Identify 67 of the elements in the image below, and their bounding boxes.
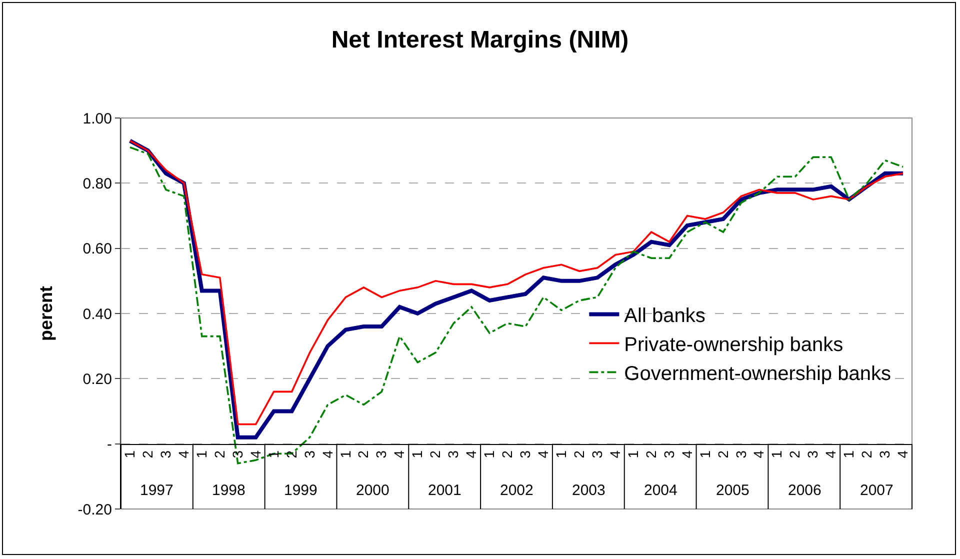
x-tick-label: 2 (140, 450, 156, 458)
x-tick-label: 4 (535, 450, 552, 458)
x-tick-label: 1 (840, 450, 857, 458)
x-tick-label: 1 (122, 450, 138, 458)
annotation: 2000 (356, 482, 390, 499)
x-tick-label: 4 (247, 450, 264, 458)
y-axis-title: perent (36, 286, 56, 342)
legend-label: Private-ownership banks (624, 334, 844, 356)
x-tick-label: 2 (283, 450, 300, 458)
x-tick-label: 2 (211, 450, 228, 458)
y-tick-label: 0.20 (82, 370, 112, 388)
chart-title: Net Interest Margins (NIM) (331, 26, 629, 54)
x-tick-label: 3 (373, 450, 390, 458)
x-tick-label: 1 (696, 450, 713, 458)
x-tick-label: 3 (732, 450, 749, 458)
x-tick-label: 1 (624, 450, 641, 458)
x-tick-label: 2 (427, 450, 444, 458)
x-tick-label: 3 (157, 450, 174, 458)
x-tick-label: 2 (499, 450, 516, 458)
annotation: 1998 (212, 482, 246, 499)
x-tick-label: 2 (642, 450, 659, 458)
x-tick-label: 3 (301, 450, 318, 458)
annotation: 1999 (284, 482, 318, 499)
annotation: 2006 (788, 482, 822, 499)
x-tick-label: 3 (660, 450, 677, 458)
legend-label: Government-ownership banks (624, 363, 891, 385)
x-tick-label: 2 (786, 450, 803, 458)
x-tick-label: 1 (265, 450, 282, 458)
y-tick-label: 1.00 (82, 110, 112, 128)
x-tick-label: 2 (858, 450, 875, 458)
x-tick-label: 1 (552, 450, 569, 458)
annotation: 2003 (572, 482, 606, 499)
x-tick-label: 3 (876, 450, 893, 458)
legend-label: All banks (624, 305, 706, 327)
annotation: 2002 (500, 482, 534, 499)
y-tick-label: -0.20 (78, 501, 112, 518)
x-tick-label: 4 (750, 450, 767, 458)
annotation: 2001 (428, 482, 462, 499)
x-tick-label: 3 (588, 450, 605, 458)
x-tick-label: 2 (714, 450, 731, 458)
annotation: 2007 (860, 482, 894, 499)
x-tick-label: 4 (463, 450, 480, 458)
x-tick-label: 4 (822, 450, 839, 458)
x-tick-label: 1 (481, 450, 498, 458)
x-tick-label: 3 (804, 450, 821, 458)
x-tick-label: 4 (894, 450, 911, 458)
x-tick-label: 3 (229, 450, 246, 458)
annotation: 2005 (716, 482, 750, 499)
x-tick-label: 1 (193, 450, 210, 458)
x-tick-label: 4 (175, 450, 192, 458)
x-tick-label: 2 (355, 450, 372, 458)
y-tick-label: - (107, 436, 112, 454)
x-tick-label: 1 (409, 450, 426, 458)
y-tick-label: 0.60 (82, 240, 112, 258)
y-tick-label: 0.40 (82, 306, 112, 323)
x-tick-label: 4 (391, 450, 408, 458)
x-tick-label: 1 (768, 450, 785, 458)
x-tick-label: 4 (606, 450, 623, 458)
x-tick-label: 1 (337, 450, 354, 458)
annotation: 2004 (644, 482, 678, 499)
y-tick-label: 0.80 (82, 175, 112, 192)
x-tick-label: 3 (517, 450, 534, 458)
x-tick-label: 4 (319, 450, 336, 458)
x-tick-label: 3 (445, 450, 462, 458)
x-tick-label: 4 (678, 450, 695, 458)
annotation: 1997 (140, 482, 174, 499)
x-tick-label: 2 (570, 450, 587, 458)
